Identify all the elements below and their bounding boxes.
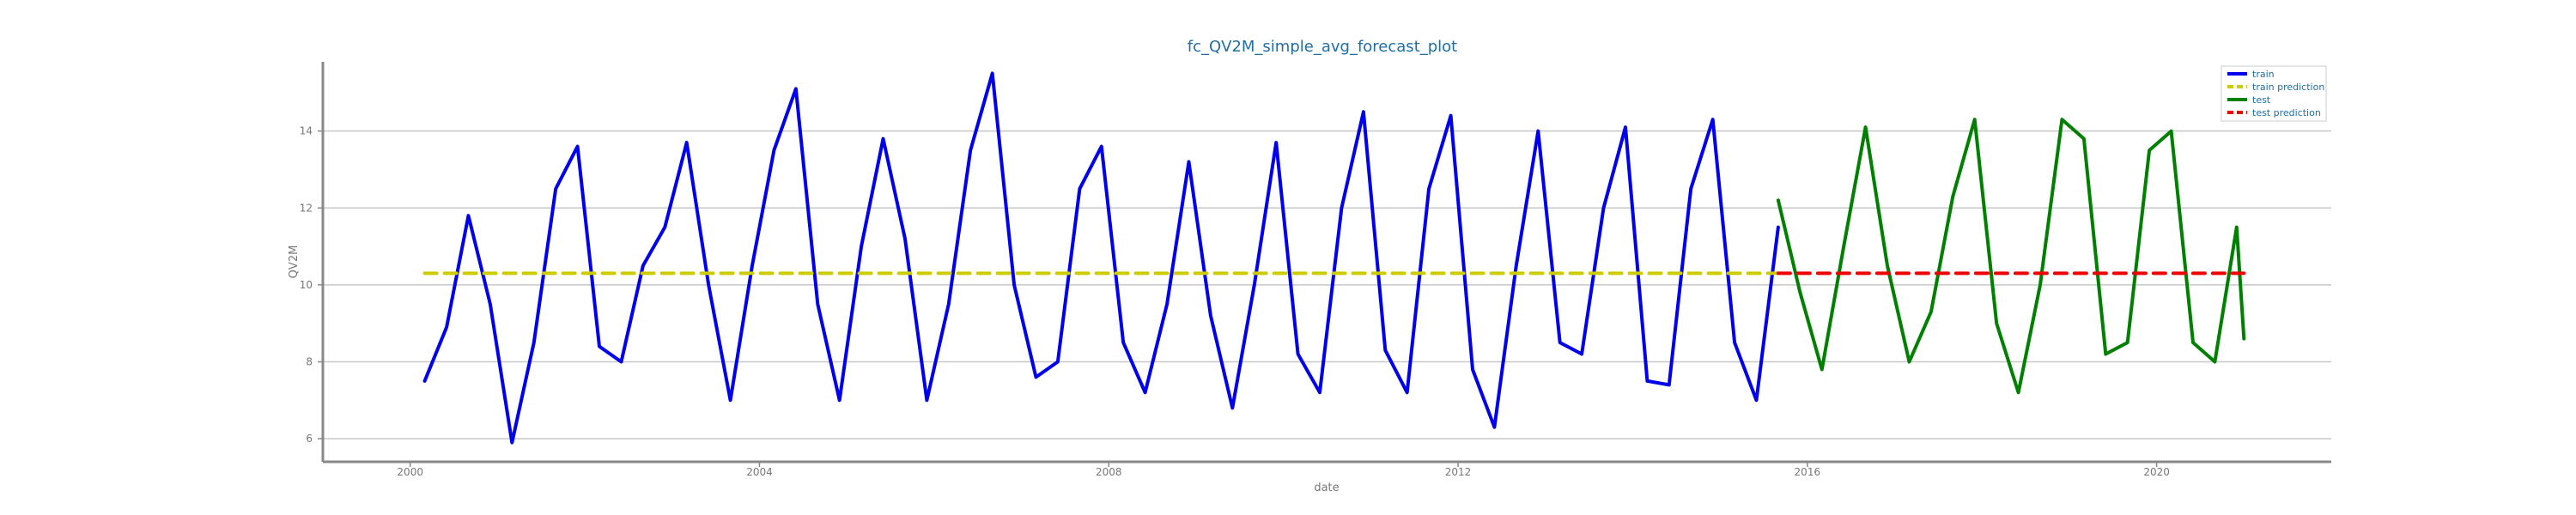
x-axis-label: date bbox=[1314, 482, 1339, 494]
series-test bbox=[1776, 118, 2246, 395]
grid-lines bbox=[323, 130, 2331, 439]
legend-label-train: train bbox=[2252, 69, 2275, 80]
legend-label-test-prediction: test prediction bbox=[2252, 107, 2321, 118]
y-axis-ticks: 6 8 10 12 14 bbox=[300, 125, 323, 445]
x-tick-label-2000: 2000 bbox=[397, 466, 423, 478]
y-tick-label-8: 8 bbox=[306, 356, 313, 368]
x-tick-label-2016: 2016 bbox=[1795, 466, 1821, 478]
x-axis-ticks: 2000 2004 2008 2012 2016 2020 bbox=[397, 462, 2170, 478]
x-tick-label-2020: 2020 bbox=[2143, 466, 2170, 478]
x-tick-label-2012: 2012 bbox=[1445, 466, 1472, 478]
series-train bbox=[422, 71, 1780, 445]
legend-label-test: test bbox=[2252, 94, 2271, 106]
y-tick-label-12: 12 bbox=[300, 202, 313, 214]
chart-title: fc_QV2M_simple_avg_forecast_plot bbox=[1188, 38, 1458, 56]
y-tick-label-6: 6 bbox=[306, 433, 313, 445]
y-tick-label-14: 14 bbox=[300, 125, 313, 137]
y-tick-label-10: 10 bbox=[300, 279, 313, 291]
x-tick-label-2008: 2008 bbox=[1096, 466, 1122, 478]
x-tick-label-2004: 2004 bbox=[746, 466, 773, 478]
series-layer bbox=[422, 71, 2246, 445]
y-axis-label: QV2M bbox=[288, 245, 301, 279]
legend-label-train-prediction: train prediction bbox=[2252, 82, 2324, 93]
